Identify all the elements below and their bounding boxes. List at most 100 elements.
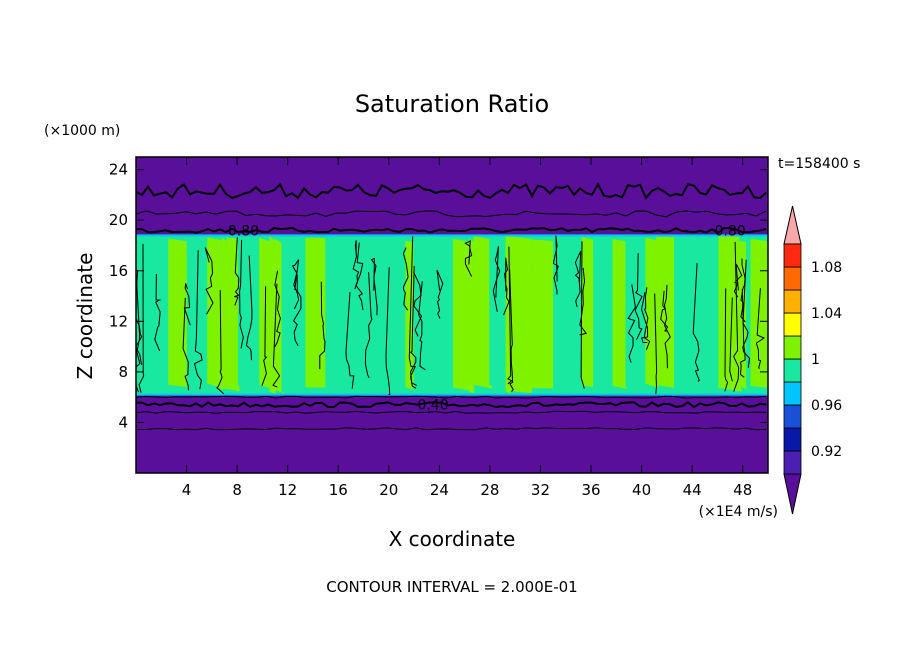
y-axis: 4 8 12 16 20 24 (109, 161, 768, 431)
x-tick-label: 24 (430, 481, 449, 499)
cloud-contour (413, 271, 423, 337)
cloud-contour (574, 250, 582, 308)
cloud-streak (561, 236, 571, 395)
x-tick-label: 40 (632, 481, 651, 499)
x-axis-label: X coordinate (389, 527, 516, 551)
cloud-contour (733, 263, 743, 298)
y-unit-label: (×1000 m) (44, 123, 120, 139)
cloud-streak (612, 238, 628, 389)
cloud-contour (183, 283, 191, 326)
cloud-contour (408, 236, 417, 389)
contour-lines: 0.40 0.80 0.80 (136, 182, 767, 431)
cloud-contour (552, 235, 559, 295)
cloud-contour (436, 269, 444, 319)
cloud-streak (581, 236, 596, 388)
contour-line (136, 182, 767, 200)
cloud-contour (580, 241, 585, 389)
colorbar-label: 0.92 (811, 444, 842, 460)
colorbar-segment (783, 289, 802, 314)
cloud-contour (579, 267, 588, 336)
colorbar-segment (783, 450, 802, 475)
cloud-contour (345, 291, 355, 389)
colorbar-label: 1.04 (811, 306, 842, 322)
cloud-contour (740, 258, 746, 323)
cloud-streak (698, 237, 719, 390)
cloud-streak (226, 237, 240, 392)
cloud-streak (746, 238, 752, 389)
cloud-streak (473, 235, 493, 389)
cloud-contour (640, 292, 649, 343)
cloud-streak (140, 238, 160, 390)
x-axis: 4 8 12 16 20 24 28 32 36 40 44 48 (182, 157, 752, 499)
cloud-contour (507, 246, 513, 385)
colorbar-segment (783, 358, 802, 383)
cloud-contour (138, 243, 145, 393)
cloud-contour (319, 281, 326, 370)
cloud-contour (154, 273, 162, 352)
x-tick-label: 4 (182, 481, 192, 499)
cloud-streak (655, 236, 677, 389)
y-tick-label: 16 (109, 262, 128, 280)
x-tick-label: 32 (531, 481, 550, 499)
cloud-streak (489, 235, 508, 389)
cloud-contour (643, 287, 651, 350)
cloud-streak (438, 241, 455, 391)
time-label: t=158400 s (778, 156, 860, 172)
cloud-streak (359, 239, 379, 391)
cloud-streak (259, 237, 270, 389)
cloud-streak (246, 241, 260, 392)
cloud-contour (724, 288, 729, 392)
cloud-contour (733, 241, 740, 392)
colorbar-label: 0.96 (811, 398, 842, 414)
contour-line (136, 401, 767, 409)
cloud-contour (182, 297, 189, 391)
contour-label: 0.80 (714, 223, 745, 239)
cloud-streak (645, 237, 659, 388)
cloud-contour (740, 288, 746, 378)
cloud-contour (492, 246, 501, 312)
cloud-streak (325, 240, 347, 395)
cloud-streak (413, 237, 427, 394)
x-tick-label: 48 (733, 481, 752, 499)
y-tick-label: 8 (118, 363, 128, 381)
cloud-contour (234, 237, 240, 306)
colorbar-segment (783, 381, 802, 406)
cloud-contour (245, 255, 253, 361)
x-tick-label: 8 (232, 481, 242, 499)
cloud-streak (281, 239, 303, 393)
colorbar-segment (783, 404, 802, 429)
x-unit-label: (×1E4 m/s) (699, 504, 778, 520)
cloud-streak (453, 238, 471, 391)
cloud-contour (352, 240, 360, 290)
cloud-contour (509, 269, 514, 392)
cloud-streak (186, 237, 209, 392)
x-tick-label: 36 (581, 481, 600, 499)
cloud-contour (292, 274, 302, 347)
colorbar-label: 1.08 (811, 260, 842, 276)
colorbar: 0.92 0.96 1 1.04 1.08 (783, 205, 842, 515)
cloud-streak (157, 239, 170, 395)
cloud-contour (385, 267, 391, 395)
y-tick-label: 24 (109, 161, 128, 179)
colorbar-segment (783, 335, 802, 360)
cloud-streak (345, 236, 362, 393)
cloud-contour (272, 283, 281, 388)
colorbar-segment (783, 266, 802, 291)
plot-frame (135, 156, 769, 474)
x-tick-label: 44 (683, 481, 702, 499)
cloud-streak (221, 237, 229, 390)
cloud-contour (627, 284, 636, 363)
cloud-contour (402, 247, 409, 311)
cloud-contour (136, 270, 143, 365)
cloud-contour (261, 286, 268, 386)
y-tick-label: 20 (109, 211, 128, 229)
cloud-contour (418, 281, 426, 371)
cloud-contour (204, 247, 214, 315)
cloud-contour (660, 290, 669, 332)
y-axis-label: Z coordinate (73, 253, 97, 380)
plot-area: 0.40 0.80 0.80 (135, 156, 769, 474)
cloud-contour (729, 297, 733, 382)
cloud-contour (239, 239, 244, 349)
cloud-streak (553, 241, 563, 394)
